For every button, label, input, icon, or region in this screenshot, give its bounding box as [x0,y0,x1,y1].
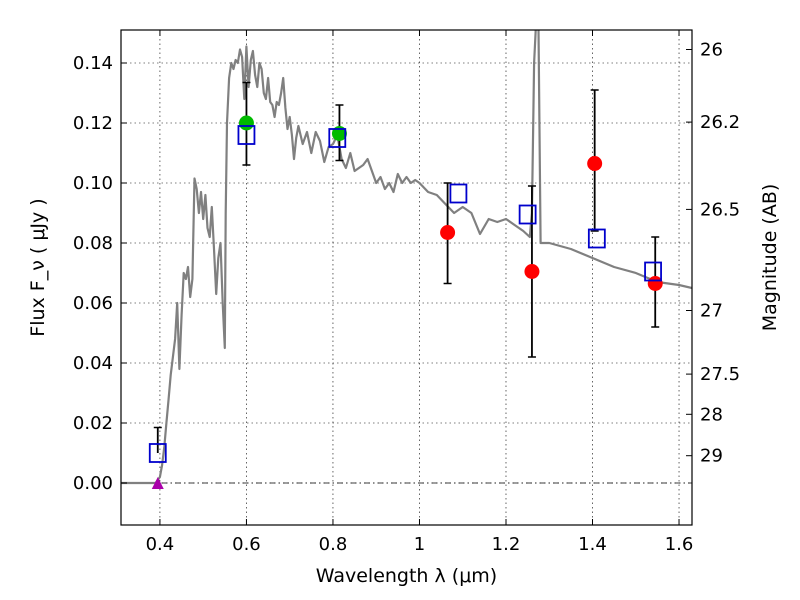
x-tick-label: 0.4 [146,534,175,555]
right-y-tick-label: 27 [700,301,723,322]
y-axis-label: Flux F_ν ( μJy ) [27,198,49,336]
y-tick-label: 0.04 [73,353,113,374]
right-y-tick-label: 26.2 [700,112,740,133]
y-tick-label: 0.08 [73,233,113,254]
right-y-tick-label: 26.5 [700,199,740,220]
model-photometry-square [644,261,662,282]
detection-point [587,156,603,171]
x-tick-label: 1.4 [578,534,607,555]
x-tick-label: 1.6 [665,534,694,555]
y-tick-label: 0.12 [73,113,113,134]
y-tick-label: 0.06 [73,293,113,314]
y-tick-label: 0.02 [73,413,113,434]
x-tick-label: 1.2 [492,534,521,555]
y-tick-label: 0.00 [73,473,113,494]
detection-point [440,225,456,240]
model-photometry-square [518,204,537,225]
model-photometry-square [237,125,256,145]
right-y-tick-label: 27.5 [700,364,740,385]
model-photometry-square [328,128,347,148]
detection-point [524,264,540,279]
model-photometry-square [587,228,606,249]
model-photometry-square [148,443,167,463]
y-tick-label: 0.10 [73,173,113,194]
model-sed-line [121,30,692,485]
right-y-tick-label: 28 [700,404,723,425]
x-tick-label: 1 [414,534,425,555]
detection-point [238,115,254,131]
model-photometry-square [449,183,468,204]
y-tick-label: 0.14 [73,53,113,74]
plot-frame [120,29,693,526]
x-tick-label: 0.8 [319,534,348,555]
ticks: 0.00 0.02 0.04 0.06 0.08 0.10 0.12 0.14 0.4 0.6 0.… [73,30,740,555]
x-axis-label: Wavelength λ (μm) [316,565,497,587]
clipped-data [121,30,692,489]
x-tick-label: 0.6 [232,534,261,555]
right-y-tick-label: 26 [700,40,723,61]
data-layer [121,30,692,489]
right-y-axis-label: Magnitude (AB) [759,184,781,332]
right-y-tick-label: 29 [700,446,723,467]
grid [121,30,692,525]
upper-limit-marker [151,477,164,489]
